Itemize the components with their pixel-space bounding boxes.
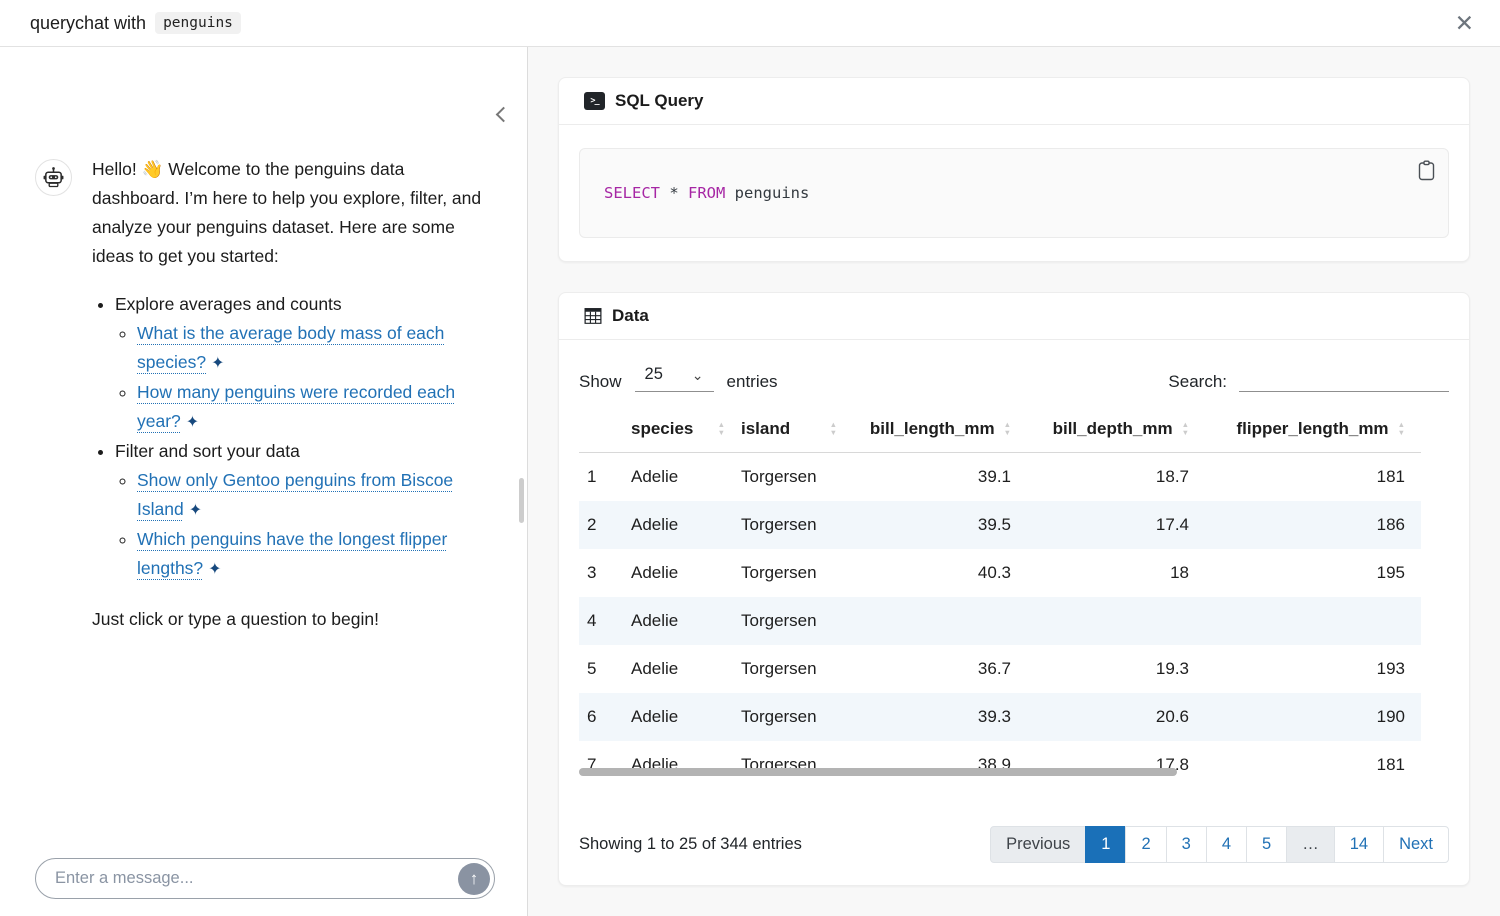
sort-icon: ▲ ▼ <box>1397 420 1405 437</box>
sparkle-icon: ✦ <box>185 414 200 431</box>
close-icon[interactable]: ✕ <box>1451 10 1478 37</box>
data-card: Data Show 25 ⌄ entries Search: <box>558 292 1470 886</box>
dashboard-panel: >_ SQL Query SELECT * FROM penguins <box>528 47 1500 916</box>
pagination-page-14[interactable]: 14 <box>1333 826 1385 863</box>
sparkle-icon: ✦ <box>188 502 203 519</box>
table-row: 2 Adelie Torgersen 39.5 17.4 186 <box>579 500 1421 549</box>
column-header-rownum <box>579 408 623 453</box>
pagination-page-1[interactable]: 1 <box>1085 826 1127 863</box>
data-card-header: Data <box>559 293 1469 340</box>
page-title: querychat with penguins <box>30 12 241 34</box>
pagination-page-4[interactable]: 4 <box>1205 826 1248 863</box>
sql-query-card: >_ SQL Query SELECT * FROM penguins <box>558 77 1470 262</box>
chat-panel: Hello! 👋 Welcome to the penguins data da… <box>0 47 528 916</box>
sort-icon: ▲ ▼ <box>1003 420 1011 437</box>
collapse-sidebar-button[interactable] <box>494 105 513 124</box>
section-heading: Filter and sort your data <box>115 441 300 461</box>
page-size-select[interactable]: 25 ⌄ <box>634 363 714 392</box>
suggestion-link-count-per-year[interactable]: How many penguins were recorded each yea… <box>137 382 456 431</box>
column-header-bill-depth[interactable]: bill_depth_mm ▲ ▼ <box>1025 408 1203 453</box>
main-split: Hello! 👋 Welcome to the penguins data da… <box>0 47 1500 916</box>
greeting-text: Hello! 👋 Welcome to the penguins data da… <box>92 159 482 266</box>
show-label: Show <box>579 372 622 391</box>
sql-card-header: >_ SQL Query <box>559 78 1469 125</box>
avatar <box>35 159 72 196</box>
suggestion-section: Filter and sort your data Show only Gent… <box>115 437 484 584</box>
chat-input-container: ↑ <box>35 858 495 899</box>
assistant-message-body: Hello! 👋 Welcome to the penguins data da… <box>92 155 484 634</box>
message-input[interactable] <box>36 869 458 888</box>
table-row: 4 Adelie Torgersen <box>579 596 1421 645</box>
sql-card-title: SQL Query <box>615 91 704 110</box>
data-table: species ▲ ▼ island ▲ ▼ bill_length_mm ▲ ▼ bill… <box>579 408 1421 778</box>
closing-text: Just click or type a question to begin! <box>92 609 379 629</box>
section-heading: Explore averages and counts <box>115 294 342 314</box>
pagination-page-2[interactable]: 2 <box>1125 826 1167 863</box>
search-control: Search: <box>1168 364 1449 392</box>
send-button[interactable]: ↑ <box>458 862 490 895</box>
suggestion-link-longest-flippers[interactable]: Which penguins have the longest flipper … <box>137 529 448 578</box>
sparkle-icon: ✦ <box>208 561 222 578</box>
column-header-island[interactable]: island ▲ ▼ <box>733 408 845 453</box>
sort-icon: ▲ ▼ <box>1181 420 1189 437</box>
assistant-message: Hello! 👋 Welcome to the penguins data da… <box>0 47 527 634</box>
table-row: 6 Adelie Torgersen 39.3 20.6 190 <box>579 692 1421 741</box>
pagination-ellipsis: … <box>1286 826 1335 863</box>
suggestion-link-gentoo-biscoe[interactable]: Show only Gentoo penguins from Biscoe Is… <box>137 470 454 519</box>
chevron-left-icon <box>495 106 512 123</box>
suggestion-list: Explore averages and counts What is the … <box>92 290 484 584</box>
chat-scrollbar[interactable] <box>519 478 524 523</box>
sparkle-icon: ✦ <box>211 355 225 372</box>
dataset-name-chip: penguins <box>155 12 241 34</box>
copy-icon[interactable] <box>1416 158 1437 186</box>
entries-label: entries <box>726 372 778 391</box>
table-row: 1 Adelie Torgersen 39.1 18.7 181 <box>587 466 1405 486</box>
suggestion-link-avg-body-mass[interactable]: What is the average body mass of each sp… <box>137 323 445 372</box>
page-length-control: Show 25 ⌄ entries <box>579 363 778 392</box>
terminal-icon: >_ <box>584 92 605 110</box>
search-input[interactable] <box>1239 364 1449 392</box>
top-bar: querychat with penguins ✕ <box>0 0 1500 47</box>
search-label: Search: <box>1168 372 1227 391</box>
chevron-down-icon: ⌄ <box>691 366 704 383</box>
data-card-title: Data <box>612 306 649 325</box>
pagination: Previous 1 2 3 4 5 … 14 Next <box>990 826 1449 863</box>
pagination-next[interactable]: Next <box>1383 826 1449 863</box>
pagination-page-3[interactable]: 3 <box>1165 826 1207 863</box>
table-row: 3 Adelie Torgersen 40.3 18 195 <box>587 562 1405 582</box>
table-viewport: species ▲ ▼ island ▲ ▼ bill_length_mm ▲ ▼ bill… <box>579 408 1421 778</box>
column-header-flipper-length[interactable]: flipper_length_mm ▲ ▼ <box>1203 408 1421 453</box>
table-icon <box>584 308 602 324</box>
horizontal-scrollbar[interactable] <box>579 768 1177 776</box>
robot-icon <box>43 167 64 188</box>
sort-icon: ▲ ▼ <box>717 420 725 437</box>
column-header-bill-length[interactable]: bill_length_mm ▲ ▼ <box>845 408 1025 453</box>
column-header-species[interactable]: species ▲ ▼ <box>623 408 733 453</box>
table-info: Showing 1 to 25 of 344 entries <box>579 835 802 853</box>
arrow-up-icon: ↑ <box>469 869 479 888</box>
table-row: 5 Adelie Torgersen 36.7 19.3 193 <box>587 658 1405 678</box>
table-header-row: species ▲ ▼ island ▲ ▼ bill_length_mm ▲ ▼ bill… <box>579 408 1421 453</box>
sql-code: SELECT * FROM penguins <box>604 184 810 202</box>
page-title-text: querychat with <box>30 12 147 33</box>
pagination-previous: Previous <box>990 826 1087 863</box>
sort-icon: ▲ ▼ <box>829 420 837 437</box>
suggestion-section: Explore averages and counts What is the … <box>115 290 484 437</box>
pagination-page-5[interactable]: 5 <box>1246 826 1288 863</box>
sql-code-block: SELECT * FROM penguins <box>579 148 1449 238</box>
